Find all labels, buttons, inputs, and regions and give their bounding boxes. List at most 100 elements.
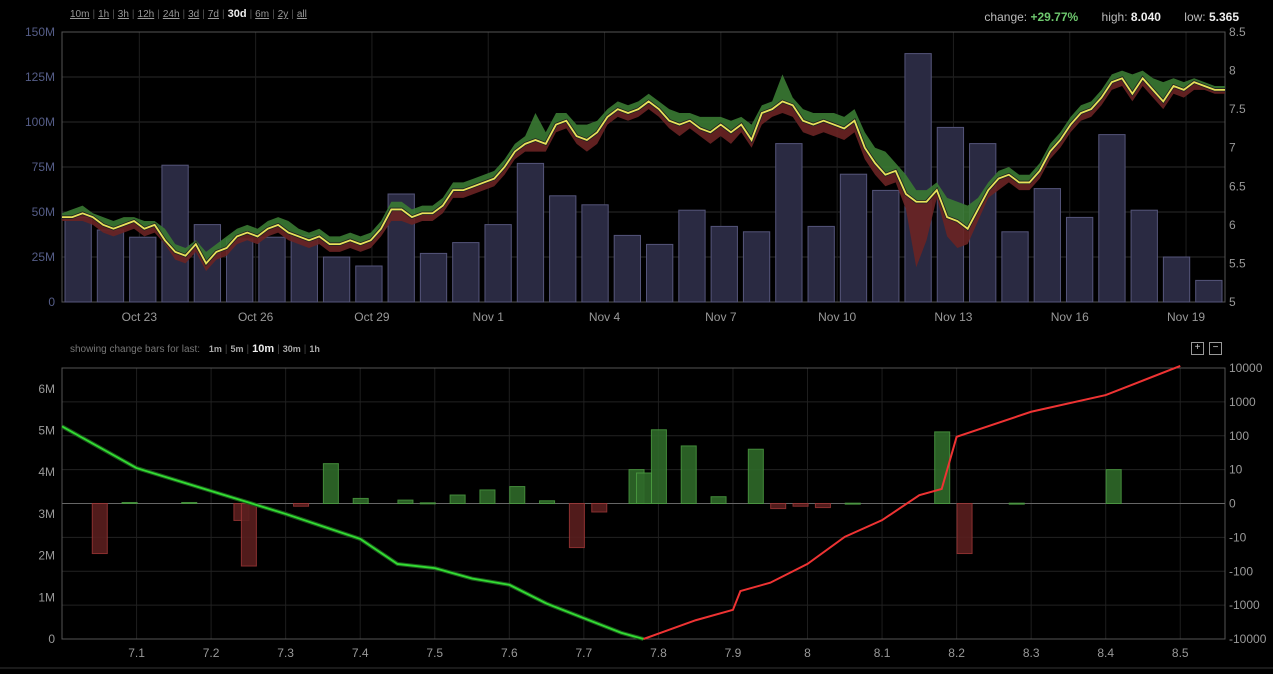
change-bar	[650, 429, 667, 504]
separator: |	[249, 9, 253, 20]
volume-bar	[742, 231, 771, 303]
range-2y[interactable]: 2y	[277, 9, 289, 20]
change-bars-1m[interactable]: 1m	[208, 344, 222, 354]
change-bar	[680, 445, 697, 504]
change-bar	[591, 503, 608, 513]
volume-bar	[258, 236, 286, 303]
range-10m[interactable]: 10m	[70, 9, 90, 20]
volume-bar	[452, 242, 480, 303]
change-bar	[568, 503, 585, 549]
volume-bar	[1130, 209, 1158, 303]
volume-bar	[1001, 231, 1029, 303]
y-left-tick-label: 0	[48, 295, 55, 309]
range-3d[interactable]: 3d	[188, 9, 200, 20]
change-bar	[934, 431, 951, 504]
volume-bar	[549, 195, 577, 303]
volume-bar	[516, 162, 545, 303]
change-bar	[322, 463, 339, 505]
change-bars-selector: showing change bars for last: 1m | 5m | 10m |…	[70, 343, 320, 355]
zoom-in-button[interactable]: +	[1191, 342, 1204, 355]
y-right-tick-label: 5.5	[1229, 256, 1246, 270]
zoom-out-button[interactable]: −	[1209, 342, 1222, 355]
change-bar	[636, 472, 652, 504]
change-bar	[479, 489, 496, 504]
x-tick-label: Oct 29	[354, 310, 390, 324]
change-bar	[844, 502, 861, 505]
separator: |	[224, 344, 228, 355]
range-3h[interactable]: 3h	[117, 9, 129, 20]
volume-bar	[96, 229, 125, 303]
x-tick-label: 7.9	[725, 646, 742, 660]
x-tick-label: Nov 19	[1167, 310, 1205, 324]
change-bar	[710, 496, 727, 505]
y-right-tick-label: -100	[1229, 564, 1253, 578]
y-right-tick-label: 8	[1229, 64, 1236, 78]
range-30d[interactable]: 30d	[227, 8, 247, 20]
change-bars-5m[interactable]: 5m	[230, 344, 244, 354]
price-volume-chart: Oct 23 Oct 26 Oct 29 Nov 1 Nov 4 Nov 7 Nov 10 N…	[25, 25, 1246, 324]
volume-bar	[1098, 134, 1126, 303]
change-bar	[1008, 502, 1025, 505]
separator: |	[92, 9, 96, 20]
volume-bar	[1065, 216, 1094, 303]
change-bars-1h[interactable]: 1h	[309, 344, 320, 354]
change-bar	[91, 503, 108, 555]
high-label: high:	[1101, 10, 1128, 24]
low-label: low:	[1184, 10, 1206, 24]
separator: |	[303, 344, 307, 355]
range-all[interactable]: all	[296, 9, 307, 20]
volume-bar	[419, 252, 448, 303]
change-bar	[1105, 469, 1122, 504]
x-tick-label: Nov 10	[818, 310, 856, 324]
y-left-tick-label: 4M	[38, 465, 55, 479]
x-tick-label: 8.5	[1172, 646, 1189, 660]
volume-bar	[839, 173, 868, 303]
y-right-tick-label: 8.5	[1229, 25, 1246, 39]
y-left-tick-label: 25M	[32, 250, 55, 264]
y-right-tick-label: -10000	[1229, 632, 1267, 646]
y-left-tick-label: 150M	[25, 25, 55, 39]
x-tick-label: Nov 13	[934, 310, 972, 324]
change-value: +29.77%	[1030, 10, 1079, 24]
y-left-tick-label: 50M	[32, 205, 55, 219]
change-bar	[956, 503, 973, 555]
separator: |	[182, 9, 186, 20]
separator: |	[291, 9, 294, 20]
x-tick-label: 7.5	[426, 646, 443, 660]
separator: |	[112, 9, 115, 20]
y-right-tick-label: 7.5	[1229, 102, 1246, 116]
price-stats: change: +29.77% high: 8.040 low: 5.365	[984, 10, 1239, 24]
volume-bar	[355, 265, 383, 303]
x-tick-label: 8.2	[948, 646, 965, 660]
x-tick-label: Nov 4	[589, 310, 621, 324]
range-6m[interactable]: 6m	[255, 9, 270, 20]
range-selector: 10m | 1h | 3h | 12h | 24h | 3d | 7d | 30d | 6m | 2y | all	[70, 8, 307, 20]
y-right-tick-label: 6	[1229, 218, 1236, 232]
y-left-tick-label: 3M	[38, 507, 55, 521]
y-right-tick-label: 1000	[1229, 395, 1256, 409]
change-bar	[792, 503, 809, 507]
separator: |	[131, 9, 135, 20]
range-12h[interactable]: 12h	[137, 9, 155, 20]
volume-bar	[581, 204, 609, 303]
range-7d[interactable]: 7d	[207, 9, 219, 20]
change-bar	[509, 486, 526, 504]
volume-bar	[872, 189, 900, 303]
range-1h[interactable]: 1h	[98, 9, 110, 20]
y-right-tick-label: -1000	[1229, 598, 1260, 612]
y-left-tick-label: 100M	[25, 115, 55, 129]
x-tick-label: 7.2	[203, 646, 220, 660]
y-right-tick-label: 7	[1229, 141, 1236, 155]
volume-bar	[678, 209, 706, 303]
x-tick-label: Oct 23	[122, 310, 158, 324]
change-bar	[419, 502, 436, 505]
x-tick-label: Nov 16	[1051, 310, 1089, 324]
change-bars-10m[interactable]: 10m	[252, 343, 275, 355]
x-tick-label: 7.8	[650, 646, 667, 660]
bid-depth-line	[61, 425, 644, 640]
y-left-tick-label: 6M	[38, 382, 55, 396]
change-bars-30m[interactable]: 30m	[282, 344, 301, 354]
separator: |	[157, 9, 160, 20]
volume-bar	[613, 234, 642, 303]
range-24h[interactable]: 24h	[162, 9, 180, 20]
